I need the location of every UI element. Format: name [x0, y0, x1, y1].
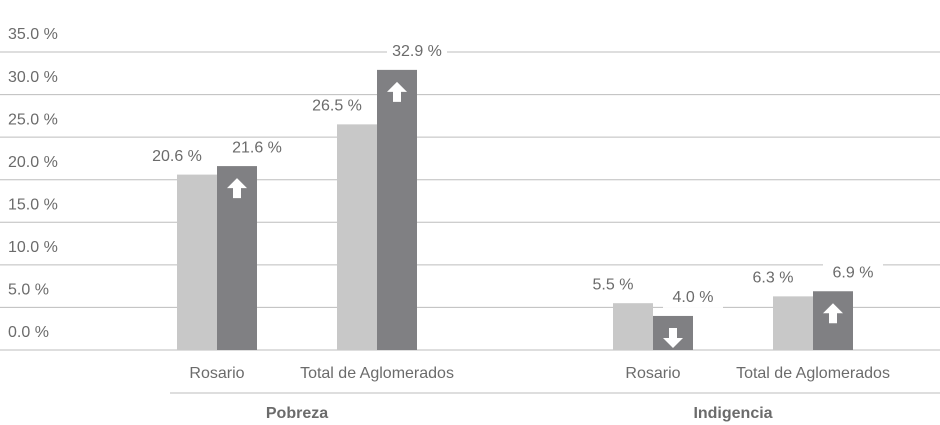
- value-label-bg: [387, 41, 447, 62]
- value-label-bg: [147, 146, 207, 167]
- y-tick-label: 0.0 %: [8, 324, 49, 341]
- trend-arrow: [823, 303, 843, 324]
- group-label: Pobreza: [266, 405, 328, 422]
- value-label: 6.9 %: [833, 264, 874, 281]
- x-tick-label: Total de Aglomerados: [736, 365, 890, 382]
- value-label-bg: [663, 287, 723, 308]
- value-label-bg: [583, 275, 643, 296]
- x-tick-label: Rosario: [189, 365, 244, 382]
- value-label: 5.5 %: [593, 276, 634, 293]
- trend-arrow: [227, 178, 247, 199]
- bar: [773, 296, 813, 350]
- value-label-bg: [823, 263, 883, 284]
- trend-arrow: [387, 81, 407, 102]
- y-tick-label: 30.0 %: [8, 69, 58, 86]
- value-label-bg: [227, 138, 287, 159]
- y-tick-label: 20.0 %: [8, 154, 58, 171]
- value-labels: 20.6 % 21.6 % 26.5 % 32.9 % 5.5 % 4.0 % 6.3 % 6…: [147, 41, 883, 308]
- bar: [377, 69, 417, 350]
- y-tick-label: 25.0 %: [8, 111, 58, 128]
- bar: [177, 174, 217, 350]
- value-label: 6.3 %: [753, 270, 794, 287]
- value-label-bg: [307, 96, 367, 117]
- value-label: 32.9 %: [392, 43, 442, 60]
- value-label: 21.6 %: [232, 139, 282, 156]
- bar: [613, 303, 653, 350]
- value-label-bg: [743, 268, 803, 289]
- value-label: 20.6 %: [152, 148, 202, 165]
- trend-arrow: [663, 327, 683, 348]
- x-tick-label: Total de Aglomerados: [300, 365, 454, 382]
- value-label: 26.5 %: [312, 98, 362, 115]
- bar: [337, 124, 377, 350]
- y-tick-label: 10.0 %: [8, 239, 58, 256]
- y-tick-label: 35.0 %: [8, 26, 58, 43]
- value-label: 4.0 %: [673, 289, 714, 306]
- y-tick-label: 15.0 %: [8, 197, 58, 214]
- group-label: Indigencia: [693, 405, 772, 422]
- x-tick-label: Rosario: [625, 365, 680, 382]
- y-tick-label: 5.0 %: [8, 282, 49, 299]
